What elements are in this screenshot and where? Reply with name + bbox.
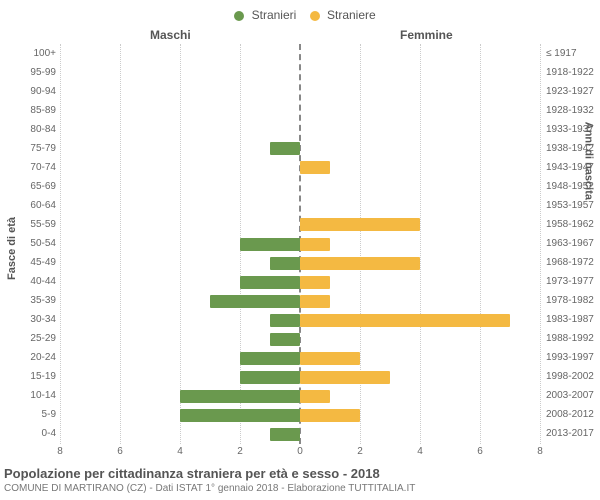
- age-label: 100+: [8, 48, 56, 59]
- age-label: 70-74: [8, 162, 56, 173]
- bar-male: [240, 238, 300, 251]
- bar-male: [270, 257, 300, 270]
- birth-year-label: 1973-1977: [546, 276, 600, 287]
- x-tick-label: 8: [50, 446, 70, 457]
- gridline: [360, 44, 361, 444]
- bar-male: [210, 295, 300, 308]
- age-label: 90-94: [8, 86, 56, 97]
- birth-year-label: 2013-2017: [546, 428, 600, 439]
- birth-year-label: 1998-2002: [546, 371, 600, 382]
- gridline: [420, 44, 421, 444]
- bar-female: [300, 314, 510, 327]
- bar-female: [300, 238, 330, 251]
- legend: Stranieri Straniere: [0, 8, 600, 22]
- bar-female: [300, 352, 360, 365]
- bar-male: [240, 352, 300, 365]
- bar-male: [270, 333, 300, 346]
- x-tick-label: 6: [470, 446, 490, 457]
- x-tick-label: 8: [530, 446, 550, 457]
- gridline: [480, 44, 481, 444]
- bar-male: [180, 390, 300, 403]
- x-tick-label: 4: [410, 446, 430, 457]
- bar-female: [300, 390, 330, 403]
- birth-year-label: 1923-1927: [546, 86, 600, 97]
- birth-year-label: 1958-1962: [546, 219, 600, 230]
- bar-male: [240, 276, 300, 289]
- bar-male: [240, 371, 300, 384]
- x-tick-label: 6: [110, 446, 130, 457]
- age-label: 55-59: [8, 219, 56, 230]
- age-label: 15-19: [8, 371, 56, 382]
- birth-year-label: 1928-1932: [546, 105, 600, 116]
- birth-year-label: 1968-1972: [546, 257, 600, 268]
- age-label: 65-69: [8, 181, 56, 192]
- gridline: [540, 44, 541, 444]
- age-label: 60-64: [8, 200, 56, 211]
- birth-year-label: ≤ 1917: [546, 48, 600, 59]
- bar-female: [300, 276, 330, 289]
- age-label: 5-9: [8, 409, 56, 420]
- birth-year-label: 1988-1992: [546, 333, 600, 344]
- birth-year-label: 1978-1982: [546, 295, 600, 306]
- x-tick-label: 2: [350, 446, 370, 457]
- birth-year-label: 1933-1937: [546, 124, 600, 135]
- age-label: 50-54: [8, 238, 56, 249]
- chart-subtitle: COMUNE DI MARTIRANO (CZ) - Dati ISTAT 1°…: [4, 483, 594, 494]
- bar-female: [300, 257, 420, 270]
- birth-year-label: 1953-1957: [546, 200, 600, 211]
- birth-year-label: 1938-1942: [546, 143, 600, 154]
- bar-male: [270, 142, 300, 155]
- bar-female: [300, 295, 330, 308]
- age-label: 95-99: [8, 67, 56, 78]
- birth-year-label: 1918-1922: [546, 67, 600, 78]
- chart-container: Stranieri Straniere Maschi Femmine Fasce…: [0, 0, 600, 500]
- gridline: [180, 44, 181, 444]
- age-label: 45-49: [8, 257, 56, 268]
- age-label: 10-14: [8, 390, 56, 401]
- bar-female: [300, 218, 420, 231]
- x-tick-label: 4: [170, 446, 190, 457]
- gridline: [120, 44, 121, 444]
- legend-label-male: Stranieri: [252, 8, 297, 22]
- legend-dot-female: [310, 11, 320, 21]
- age-label: 75-79: [8, 143, 56, 154]
- header-female: Femmine: [400, 28, 453, 42]
- bar-female: [300, 161, 330, 174]
- bar-male: [270, 428, 300, 441]
- age-label: 80-84: [8, 124, 56, 135]
- legend-label-female: Straniere: [327, 8, 376, 22]
- x-tick-label: 2: [230, 446, 250, 457]
- legend-dot-male: [234, 11, 244, 21]
- age-label: 0-4: [8, 428, 56, 439]
- birth-year-label: 1963-1967: [546, 238, 600, 249]
- chart-footer: Popolazione per cittadinanza straniera p…: [4, 466, 594, 494]
- age-label: 20-24: [8, 352, 56, 363]
- birth-year-label: 2008-2012: [546, 409, 600, 420]
- age-label: 25-29: [8, 333, 56, 344]
- birth-year-label: 1983-1987: [546, 314, 600, 325]
- chart-title: Popolazione per cittadinanza straniera p…: [4, 466, 594, 481]
- age-label: 30-34: [8, 314, 56, 325]
- birth-year-label: 1948-1952: [546, 181, 600, 192]
- birth-year-label: 1993-1997: [546, 352, 600, 363]
- bar-male: [180, 409, 300, 422]
- header-male: Maschi: [150, 28, 191, 42]
- age-label: 85-89: [8, 105, 56, 116]
- age-label: 35-39: [8, 295, 56, 306]
- bar-female: [300, 371, 390, 384]
- x-tick-label: 0: [290, 446, 310, 457]
- birth-year-label: 1943-1947: [546, 162, 600, 173]
- gridline: [60, 44, 61, 444]
- birth-year-label: 2003-2007: [546, 390, 600, 401]
- plot-area: 864202468: [60, 44, 540, 444]
- bar-male: [270, 314, 300, 327]
- bar-female: [300, 409, 360, 422]
- age-label: 40-44: [8, 276, 56, 287]
